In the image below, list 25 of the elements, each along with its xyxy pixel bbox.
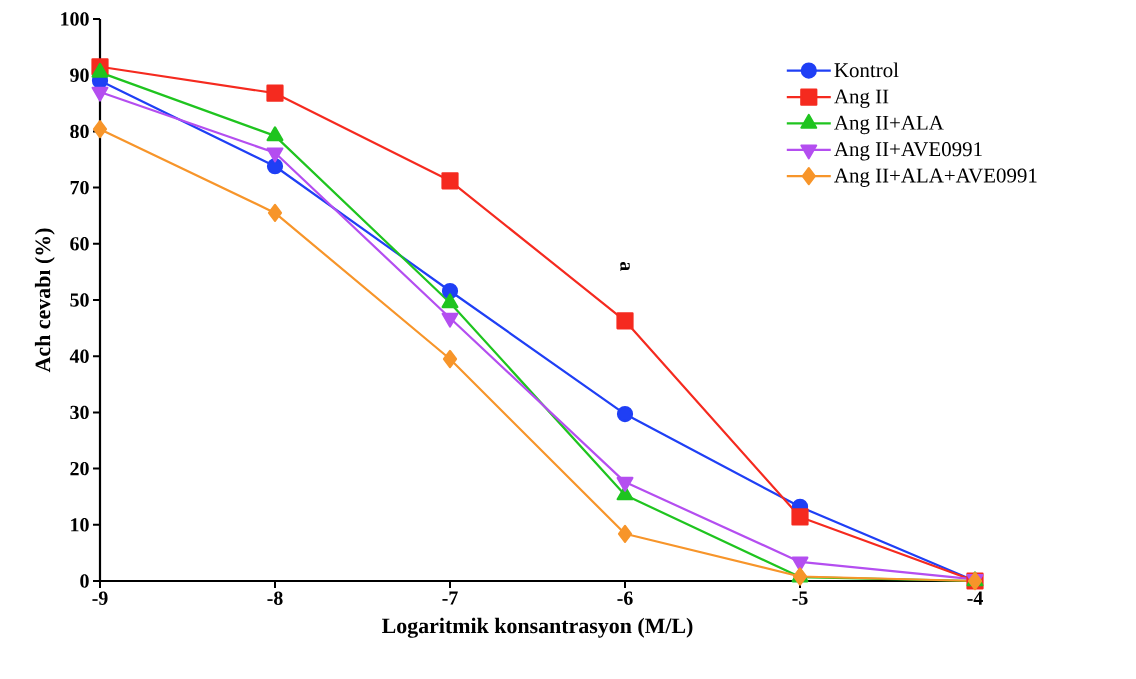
y-tick-label: 60 — [70, 237, 89, 251]
legend-label: Ang II+ALA+AVE0991 — [834, 168, 1037, 187]
legend-label: Ang II — [834, 89, 889, 108]
y-tick-label: 70 — [70, 180, 89, 195]
legend-label: Ang II+ALA — [834, 115, 944, 135]
x-tick-label: -6 — [617, 591, 633, 605]
x-tick-label: -8 — [267, 591, 283, 605]
annotation: a — [620, 261, 630, 271]
x-axis-title: Logaritmik konsantrasyon (M/L) — [382, 617, 693, 638]
y-tick-label: 20 — [70, 461, 89, 476]
y-tick-label: 90 — [70, 68, 89, 82]
legend-label: Ang II+AVE0991 — [834, 142, 982, 161]
y-tick-label: 10 — [71, 518, 89, 532]
y-tick-label: 40 — [69, 349, 89, 363]
y-tick-label: 0 — [80, 574, 89, 588]
y-tick-label: 30 — [70, 405, 89, 420]
y-tick-label: 100 — [61, 12, 89, 26]
y-tick-label: 80 — [70, 124, 89, 139]
x-tick-label: -9 — [92, 591, 108, 605]
y-axis-title: Ach cevabı (%) — [34, 228, 55, 373]
x-tick-label: -5 — [792, 591, 808, 605]
x-tick-label: -4 — [967, 591, 983, 605]
y-tick-label: 50 — [70, 293, 89, 307]
legend-label: Kontrol — [834, 62, 899, 78]
x-tick-label: -7 — [442, 591, 458, 605]
